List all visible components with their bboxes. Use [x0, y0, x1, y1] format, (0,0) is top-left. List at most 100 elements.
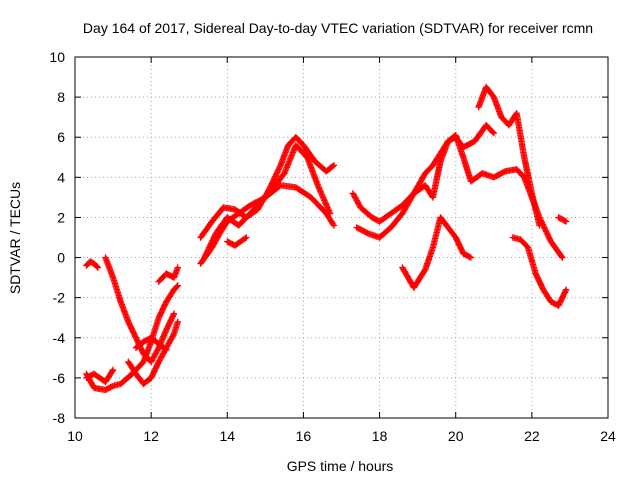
series-arc-10 [201, 142, 334, 261]
data-point [490, 130, 497, 137]
plus-marker [273, 170, 280, 177]
data-point [170, 310, 178, 317]
data-point [174, 264, 181, 271]
series-arc-17 [555, 214, 570, 225]
x-axis-label: GPS time / hours [287, 458, 394, 474]
plus-marker [162, 345, 169, 353]
data-point [94, 264, 102, 271]
data-point [330, 162, 338, 169]
plus-marker [545, 232, 552, 240]
y-tick-label: -4 [53, 330, 66, 346]
plus-marker [209, 237, 216, 244]
series-arc-7 [155, 264, 181, 285]
plus-marker [170, 331, 177, 339]
plus-marker [542, 226, 549, 234]
data-point [467, 254, 475, 261]
y-tick-label: 4 [57, 169, 65, 185]
plus-marker [208, 238, 216, 246]
data-point [109, 366, 117, 374]
plus-marker [541, 225, 549, 232]
x-tick-label: 12 [143, 428, 159, 444]
plus-marker [544, 231, 551, 238]
plus-marker [329, 220, 337, 228]
plus-marker [109, 368, 116, 375]
plus-marker [154, 346, 162, 353]
y-axis-label: SDTVAR / TECUs [7, 182, 23, 294]
series-arc-11 [224, 234, 250, 249]
y-tick-label: 0 [57, 250, 65, 266]
plus-marker [209, 235, 217, 243]
x-tick-label: 24 [600, 428, 616, 444]
data-points [83, 83, 570, 394]
plus-marker [558, 253, 565, 260]
series-arc-4 [83, 366, 117, 386]
x-tick-label: 10 [67, 428, 83, 444]
series-arc-6 [132, 334, 170, 354]
plus-marker [211, 233, 218, 240]
plus-marker [207, 241, 214, 249]
y-tick-label: 6 [57, 129, 65, 145]
plus-marker [275, 166, 282, 173]
x-tick-label: 20 [448, 428, 464, 444]
plus-marker [207, 240, 215, 247]
data-point [536, 222, 543, 229]
plus-marker [561, 217, 569, 224]
data-point [562, 286, 570, 293]
plus-marker [203, 250, 210, 257]
plus-marker [205, 244, 213, 251]
plus-marker [270, 176, 278, 183]
plus-marker [272, 173, 279, 180]
data-point [562, 218, 570, 225]
data-point [559, 254, 566, 261]
plus-marker [546, 235, 553, 242]
plus-marker [206, 243, 214, 250]
plus-marker [274, 167, 282, 175]
plus-marker [274, 169, 281, 176]
grid [75, 57, 608, 418]
plus-marker [543, 229, 551, 237]
x-tick-label: 16 [296, 428, 312, 444]
data-point [201, 254, 208, 261]
plus-marker [276, 163, 284, 170]
y-tick-label: 8 [57, 89, 65, 105]
plus-marker [540, 224, 548, 231]
data-point [163, 346, 170, 354]
series-arc-1 [83, 258, 102, 271]
series-arc-12 [349, 121, 497, 225]
y-tick-label: -6 [53, 370, 66, 386]
y-tick-label: -8 [53, 410, 66, 426]
series-arc-16 [509, 234, 570, 309]
plus-marker [241, 235, 249, 242]
plot-frame [74, 56, 609, 419]
plus-marker [269, 177, 277, 185]
data-point [174, 318, 181, 325]
data-point [326, 210, 334, 217]
plus-marker [201, 252, 209, 260]
plus-marker [466, 253, 473, 261]
x-tick-label: 14 [219, 428, 235, 444]
plus-marker [93, 263, 101, 270]
series-arc-15 [475, 83, 543, 229]
plus-marker [542, 228, 550, 235]
plus-marker [203, 248, 211, 256]
plus-marker [210, 234, 218, 241]
series-arc-3 [83, 282, 181, 394]
plus-marker [173, 283, 181, 290]
y-tick-label: -2 [53, 290, 66, 306]
plus-marker [202, 251, 209, 258]
plus-marker [271, 174, 278, 182]
data-point [243, 234, 250, 241]
plus-marker [205, 245, 212, 253]
series-arc-5 [125, 318, 181, 388]
chart-title: Day 164 of 2017, Sidereal Day-to-day VTE… [83, 20, 593, 36]
y-tick-label: 10 [49, 49, 65, 65]
series-arc-14 [399, 214, 475, 291]
plus-marker [276, 164, 283, 172]
data-point [174, 282, 181, 289]
plus-marker [272, 172, 280, 179]
x-tick-label: 22 [524, 428, 540, 444]
plus-marker [545, 234, 553, 241]
plus-marker [329, 162, 336, 170]
